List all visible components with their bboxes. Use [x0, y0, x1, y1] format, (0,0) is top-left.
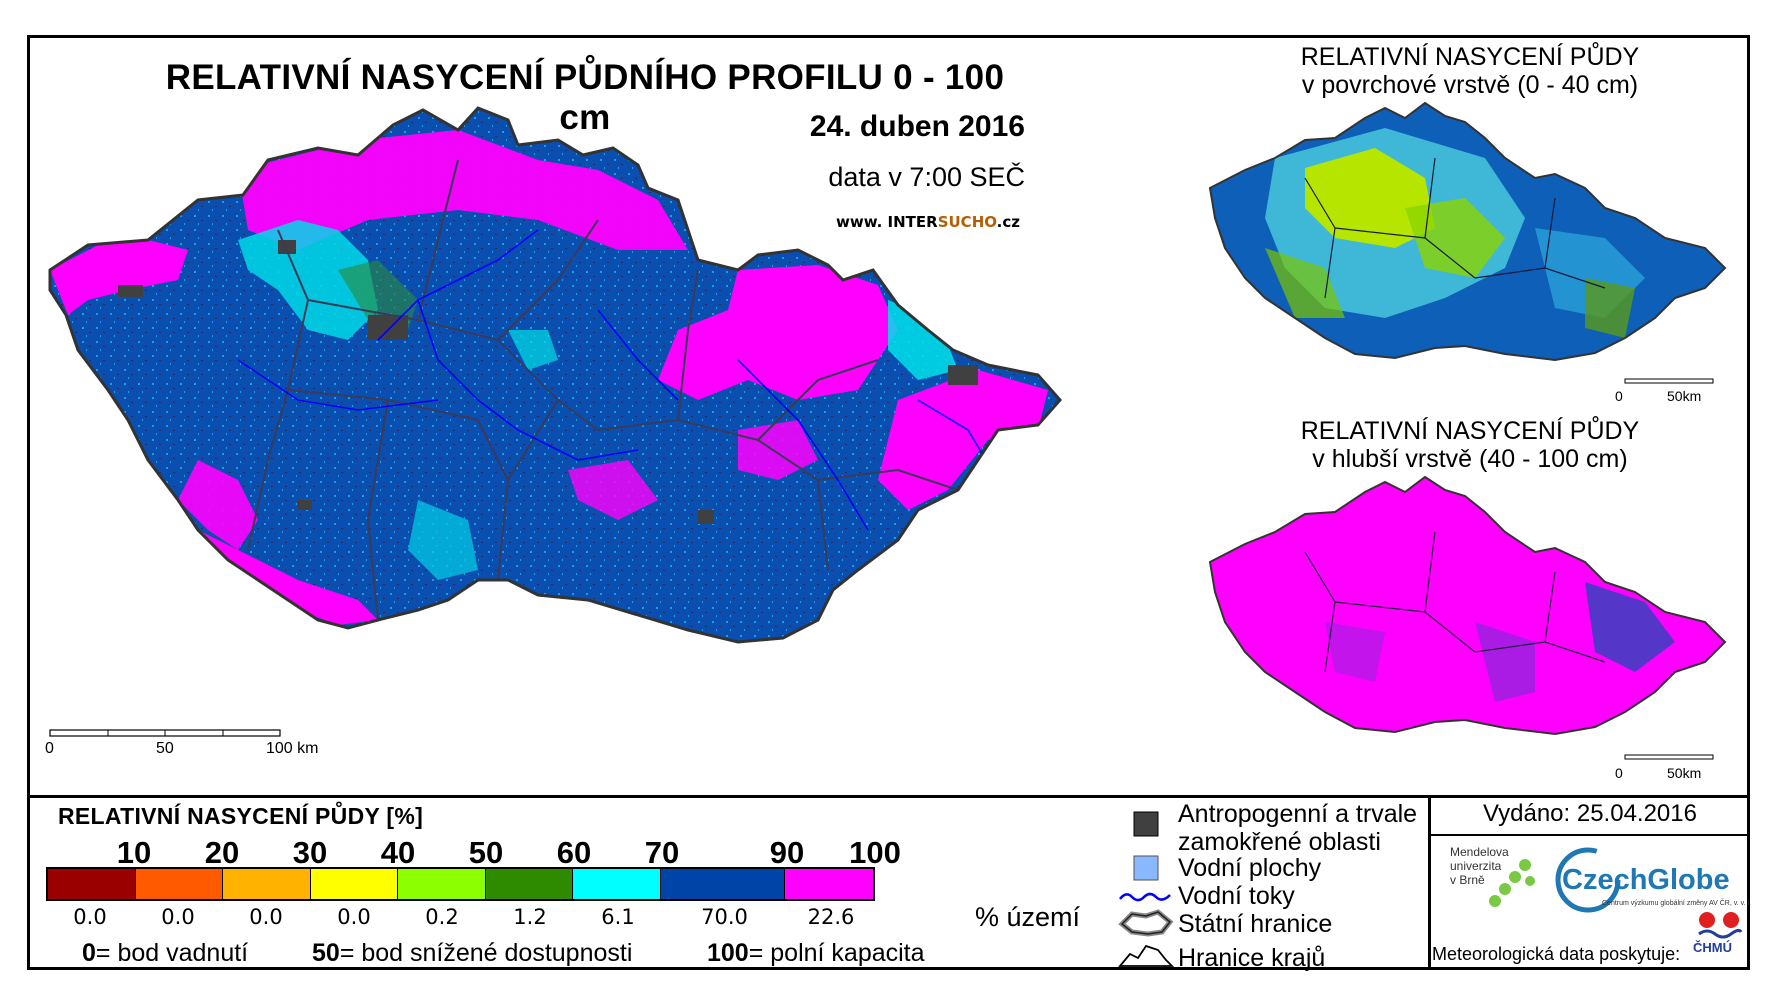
czechglobe-logo-subtitle: Centrum výzkumu globální změny AV ČR, v.…	[1602, 900, 1751, 907]
inset-surface-scale-0: 0	[1615, 388, 1623, 404]
mendel-dots-icon	[1489, 859, 1535, 907]
legend-area-percent-0: 0.0	[73, 905, 107, 929]
map-date: 24. duben 2016	[809, 110, 1025, 143]
inset-surface-title: RELATIVNÍ NASYCENÍ PŮDY v povrchové vrst…	[1300, 43, 1640, 99]
inset-deep-title: RELATIVNÍ NASYCENÍ PŮDY v hlubší vrstvě …	[1300, 417, 1640, 473]
water-bodies-symbol-icon	[1133, 855, 1159, 881]
legend-swatch-4	[398, 869, 486, 899]
issued-divider	[1428, 834, 1750, 836]
page-title: RELATIVNÍ NASYCENÍ PŮDNÍHO PROFILU 0 - 1…	[165, 58, 1005, 137]
legend-anthropogenic-label: Antropogenní a trvale zamokřené oblasti	[1178, 800, 1418, 856]
legend-water-bodies-label: Vodní plochy	[1178, 854, 1322, 882]
legend-tick-30: 30	[292, 835, 328, 870]
chmu-logo-text: ČHMÚ	[1693, 940, 1732, 955]
legend-state-border-label: Státní hranice	[1178, 910, 1333, 938]
legend-swatch-7	[661, 869, 786, 899]
main-scale-0: 0	[45, 740, 54, 757]
legend-swatch-2	[223, 869, 311, 899]
data-time: data v 7:00 SEČ	[828, 162, 1025, 192]
issued-date: Vydáno: 25.04.2016	[1483, 800, 1697, 827]
legend-tick-60: 60	[556, 835, 592, 870]
czechglobe-logo-text: CzechGlobe	[1562, 864, 1730, 896]
legend-area-percent-1: 0.0	[161, 905, 195, 929]
legend-area-percent-5: 1.2	[513, 905, 547, 929]
inset-surface-scale-50: 50km	[1667, 388, 1702, 404]
legend-swatch-3	[310, 869, 399, 899]
logo-divider	[1428, 795, 1431, 970]
legend-tick-10: 10	[116, 835, 152, 870]
legend-area-percent-8: 22.6	[807, 905, 855, 929]
chmu-logo-icon	[1698, 912, 1743, 939]
inset-deep-scale-50: 50km	[1667, 765, 1702, 781]
legend-area-percent-2: 0.0	[249, 905, 283, 929]
main-scale-100: 100 km	[266, 740, 319, 757]
data-provider-label: Meteorologická data poskytuje:	[1432, 944, 1681, 964]
legend-divider	[27, 795, 1750, 798]
legend-tick-50: 50	[468, 835, 504, 870]
regions-border-symbol-icon	[1118, 944, 1174, 967]
mendel-university-logo: Mendelova univerzita v Brně	[1450, 845, 1509, 887]
legend-area-percent-6: 6.1	[601, 905, 635, 929]
legend-tick-20: 20	[204, 835, 240, 870]
legend-color-bar	[46, 867, 875, 901]
legend-rivers-label: Vodní toky	[1178, 882, 1295, 910]
legend-area-percent-3: 0.0	[337, 905, 371, 929]
definition-50: 50= bod snížené dostupnosti	[312, 939, 633, 967]
website-link[interactable]: www. INTERSUCHO.cz	[836, 213, 1020, 231]
inset-deep-map	[1208, 475, 1727, 760]
legend-ticks: 10 20 30 40 50 60 70 90 100	[46, 835, 986, 870]
legend-tick-100: 100	[849, 835, 901, 870]
definition-0: 0= bod vadnutí	[82, 939, 249, 967]
map-frame	[27, 35, 1750, 970]
inset-surface-map	[1208, 101, 1727, 384]
main-soil-saturation-map	[48, 106, 1062, 644]
legend-tick-70: 70	[644, 835, 680, 870]
legend-regions-border-label: Hranice krajů	[1178, 944, 1326, 972]
legend-swatch-6	[573, 869, 662, 899]
legend-swatch-0	[48, 869, 136, 899]
legend-swatch-5	[485, 869, 574, 899]
legend-area-percent-7: 70.0	[701, 905, 748, 929]
main-scale-bar	[49, 729, 281, 737]
legend-area-unit: % území	[975, 902, 1081, 932]
inset-deep-scale-0: 0	[1615, 765, 1623, 781]
anthropogenic-symbol-icon	[1133, 811, 1159, 837]
legend-tick-90: 90	[769, 835, 805, 870]
rivers-symbol-icon	[1119, 892, 1171, 902]
legend-swatch-1	[135, 869, 224, 899]
legend-area-percent-4: 0.2	[425, 905, 459, 929]
legend-swatch-8	[785, 869, 874, 899]
legend-tick-40: 40	[380, 835, 416, 870]
definition-100: 100= polní kapacita	[707, 939, 925, 967]
czechglobe-logo-icon	[1555, 847, 1621, 913]
state-border-symbol-icon	[1118, 909, 1174, 937]
main-scale-50: 50	[156, 740, 174, 757]
legend-title: RELATIVNÍ NASYCENÍ PŮDY [%]	[58, 803, 424, 829]
